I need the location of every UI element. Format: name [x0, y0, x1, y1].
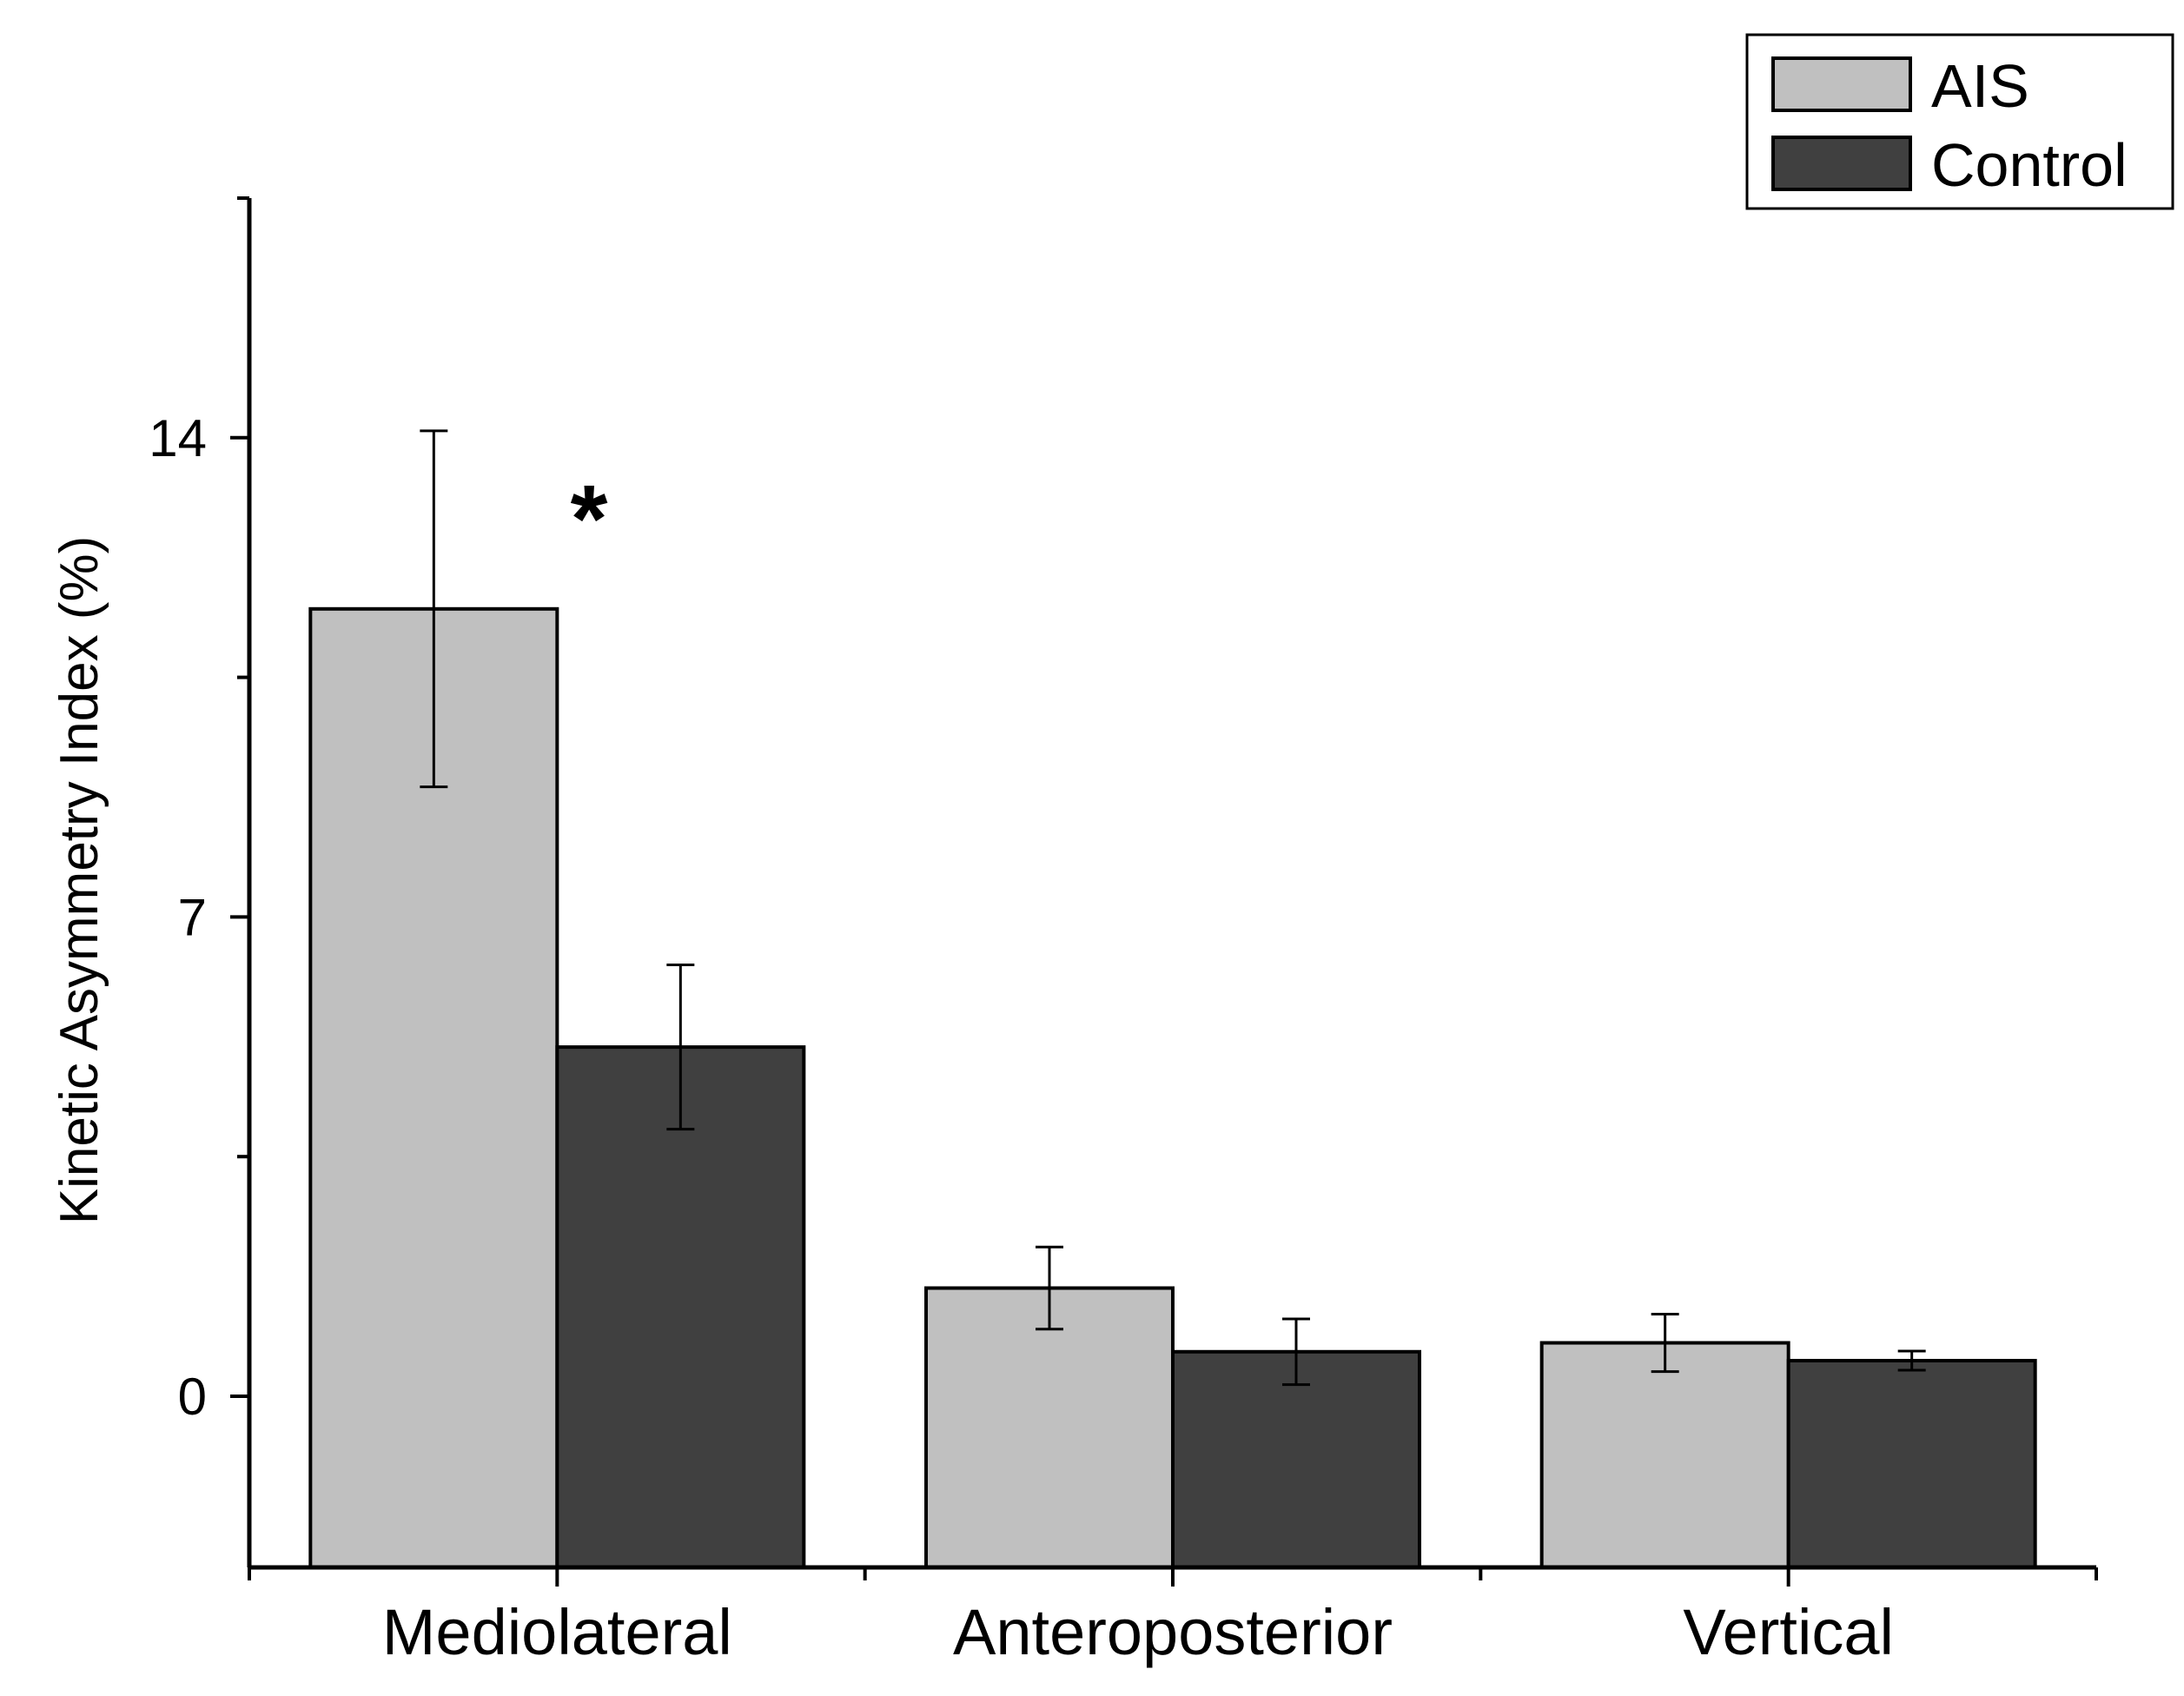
- bar-control-mediolateral: [555, 1045, 806, 1569]
- x-tick-label-anteroposterior: Anteroposterior: [953, 1596, 1393, 1668]
- bar-ais-vertical: [1539, 1341, 1790, 1569]
- bar-control-vertical: [1786, 1359, 2037, 1570]
- error-bar-control-vertical: [1897, 1349, 1926, 1372]
- x-tick-label-mediolateral: Mediolateral: [382, 1596, 732, 1668]
- y-tick-label: 0: [178, 1368, 207, 1426]
- error-bar-ais-anteroposterior: [1036, 1245, 1063, 1331]
- error-bar-ais-mediolateral: [420, 429, 448, 789]
- y-tick-label: 7: [178, 888, 207, 946]
- error-bar-control-mediolateral: [666, 964, 695, 1131]
- legend: AIS Control: [1745, 33, 2174, 210]
- error-bar-ais-vertical: [1651, 1312, 1679, 1374]
- y-tick-label: 14: [149, 409, 207, 467]
- bar-control-anteroposterior: [1171, 1349, 1421, 1570]
- significance-asterisk: *: [571, 466, 608, 573]
- error-bar-control-anteroposterior: [1282, 1317, 1310, 1387]
- legend-swatch-ais: [1771, 56, 1912, 112]
- legend-label-control: Control: [1931, 131, 2128, 199]
- legend-label-ais: AIS: [1931, 52, 2029, 120]
- y-axis-title: Kinetic Asymmetry Index (%): [50, 536, 109, 1224]
- legend-swatch-control: [1771, 136, 1912, 191]
- x-tick-label-vertical: Vertical: [1683, 1596, 1894, 1668]
